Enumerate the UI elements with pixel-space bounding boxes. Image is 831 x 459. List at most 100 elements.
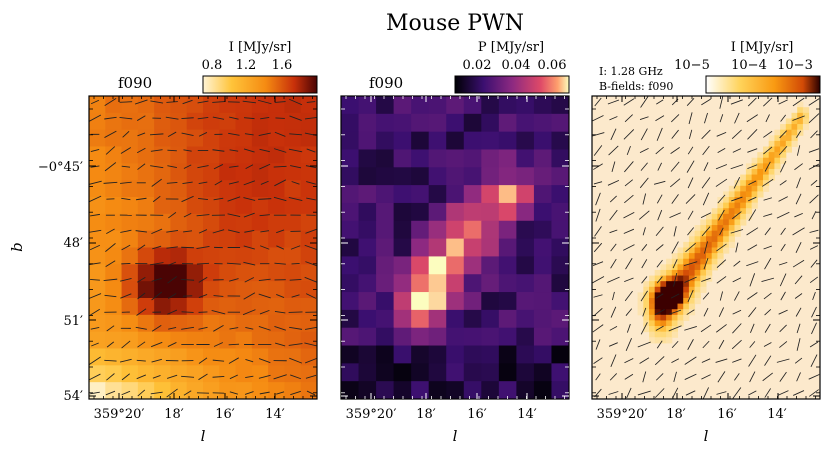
polarization-vector (90, 165, 100, 168)
polarization-vector (243, 292, 256, 300)
heatmap-cell (235, 382, 253, 399)
heatmap-cell (677, 286, 684, 293)
heatmap-cell (251, 348, 269, 366)
bfield-vector (718, 209, 725, 221)
heatmap-cell (411, 363, 430, 382)
heatmap-cell (516, 327, 535, 347)
heatmap-cell (376, 238, 395, 258)
heatmap-cell (694, 275, 701, 282)
heatmap-cell (551, 149, 569, 168)
heatmap-cell (358, 96, 377, 115)
bfield-vector (608, 342, 618, 347)
bfield-vector (656, 194, 663, 204)
heatmap-cell (428, 220, 447, 240)
bfield-vector (688, 129, 693, 139)
bfield-vector (779, 324, 787, 333)
polarization-vector (229, 327, 239, 330)
polarization-vector (274, 179, 287, 187)
heatmap-cell (706, 258, 713, 265)
x-tick-label: 14′ (265, 407, 285, 422)
heatmap-cell (666, 275, 673, 282)
polarization-vector (226, 262, 241, 265)
heatmap-cell (203, 264, 220, 282)
heatmap-cell (235, 230, 253, 249)
bfield-vector (609, 209, 618, 221)
bfield-vector (764, 257, 772, 270)
heatmap-cell (393, 96, 412, 115)
heatmap-cell (411, 167, 430, 186)
heatmap-cell (688, 230, 696, 237)
bfield-vector (655, 373, 664, 381)
bfield-vector (609, 229, 618, 234)
heatmap-cell (711, 208, 718, 215)
polarization-vector (274, 101, 286, 103)
heatmap-cell (154, 314, 172, 333)
heatmap-cell (341, 131, 360, 151)
heatmap-cell (700, 241, 707, 248)
heatmap-cell (376, 327, 395, 347)
heatmap-cell (757, 157, 764, 164)
heatmap-cell (284, 163, 302, 181)
heatmap-cell (723, 219, 730, 226)
bfield-vector (593, 242, 603, 253)
heatmap-cell (219, 298, 237, 316)
heatmap-cell (300, 331, 317, 350)
heatmap-cell (660, 264, 667, 271)
heatmap-cell (785, 124, 792, 131)
heatmap-cell (551, 96, 569, 115)
heatmap-cell (745, 213, 753, 220)
heatmap-cell (516, 274, 535, 293)
polarization-vector (258, 132, 271, 137)
polarization-vector (258, 293, 271, 299)
heatmap-cell (745, 191, 753, 198)
bfield-vector (765, 114, 770, 123)
heatmap-cell (428, 256, 447, 275)
bfield-vector (808, 148, 820, 153)
heatmap-cell (700, 219, 707, 226)
polarization-vector (167, 149, 177, 152)
polarization-vector (90, 278, 100, 281)
heatmap-cell (683, 264, 690, 271)
heatmap-cell (446, 238, 465, 258)
heatmap-cell (428, 292, 447, 311)
polarization-vector (183, 149, 192, 152)
bfield-vector (607, 99, 620, 105)
heatmap-cell (666, 320, 673, 327)
heatmap-cell (654, 281, 661, 288)
heatmap-cell (446, 309, 465, 329)
heatmap-cell (358, 220, 377, 240)
heatmap-cell (137, 281, 155, 299)
heatmap-cell (649, 298, 656, 305)
heatmap-cell (711, 264, 718, 271)
bfield-vector (796, 372, 801, 382)
heatmap-cell (683, 241, 690, 248)
heatmap-cell (745, 163, 753, 170)
heatmap-cell (740, 185, 747, 192)
heatmap-cell (121, 197, 139, 215)
bfield-vector (732, 309, 742, 315)
heatmap-cell (393, 345, 412, 364)
bfield-vector (811, 322, 817, 335)
polarization-vector (306, 197, 316, 201)
heatmap-cell (170, 365, 188, 383)
heatmap-cell (797, 118, 804, 125)
heatmap-cell (235, 264, 253, 282)
heatmap-cell (154, 180, 172, 198)
bfield-vector (654, 356, 665, 366)
heatmap-cell (358, 274, 377, 293)
heatmap-cell (446, 363, 465, 382)
heatmap-cell (498, 274, 517, 293)
polarization-vector (166, 101, 178, 103)
polarization-vector (260, 180, 269, 185)
x-tick-label: 18′ (666, 407, 686, 422)
bfield-vector (779, 273, 787, 287)
heatmap-cell (251, 382, 269, 399)
intensity-heatmap (89, 96, 317, 399)
bfield-vector (701, 129, 711, 140)
heatmap-cell (671, 303, 678, 310)
polarization-vector (104, 98, 117, 106)
bfield-vector (673, 371, 677, 382)
bfield-vector (612, 291, 615, 301)
heatmap-cell (802, 124, 810, 131)
plot-frame (88, 95, 318, 400)
